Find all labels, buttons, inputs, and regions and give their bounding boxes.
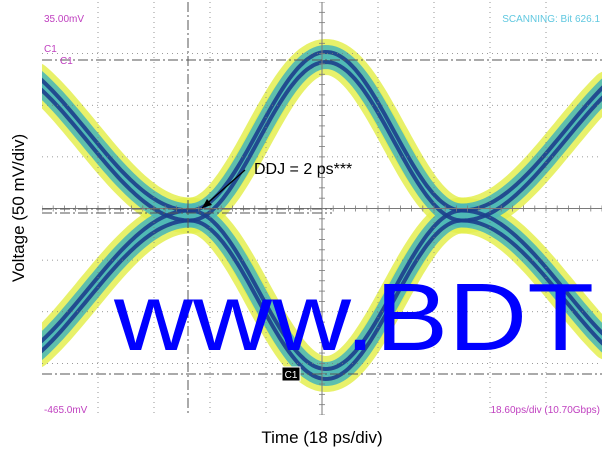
c1-marker-label: C1 xyxy=(285,370,298,381)
graticule xyxy=(41,1,603,416)
x-axis-label: Time (18 ps/div) xyxy=(261,428,383,447)
eye-diagram-svg: 35.00mV -465.0mV SCANNING: Bit 626.1 18.… xyxy=(24,1,603,416)
eye-trace-low xyxy=(35,208,192,348)
eye-trace-low xyxy=(188,218,462,382)
ddj-arrow-head xyxy=(202,199,212,208)
y-bottom-label: -465.0mV xyxy=(44,405,88,415)
timebase-text: 18.60ps/div (10.70Gbps) xyxy=(490,405,600,415)
y-top-label: 35.00mV xyxy=(44,14,84,25)
channel-label-top: C1 xyxy=(44,44,57,55)
ddj-annotation: DDJ = 2 ps*** xyxy=(254,161,352,178)
eye-trace-high xyxy=(188,49,462,213)
eye-trace-high xyxy=(460,84,603,213)
status-text: SCANNING: Bit 626.1 xyxy=(502,14,600,25)
eye-trace-high xyxy=(183,54,467,228)
eye-trace-low xyxy=(460,208,603,337)
c1-marker-box xyxy=(281,366,301,382)
eye-trace-low xyxy=(35,218,192,358)
eye-trace-high xyxy=(35,73,192,213)
eye-trace-low xyxy=(188,208,462,372)
eye-trace-high xyxy=(188,59,462,223)
eye-trace-low xyxy=(460,218,603,347)
channel-label-ref: C1 xyxy=(60,56,73,67)
eye-diagram-plot: 35.00mV -465.0mV SCANNING: Bit 626.1 18.… xyxy=(24,1,603,416)
watermark: www.BDT xyxy=(113,264,594,371)
y-axis-label-container: Voltage (50 mV/div) xyxy=(0,0,38,415)
y-axis-label: Voltage (50 mV/div) xyxy=(9,133,28,282)
eye-traces xyxy=(24,38,603,393)
